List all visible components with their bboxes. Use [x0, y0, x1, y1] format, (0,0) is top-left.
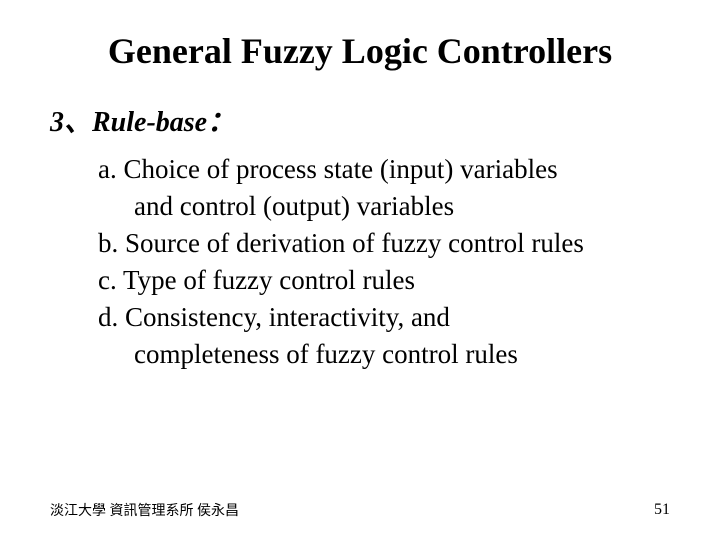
list-item-text: Source of derivation of fuzzy control ru… [125, 228, 584, 258]
slide-title: General Fuzzy Logic Controllers [40, 30, 680, 72]
list-item: b. Source of derivation of fuzzy control… [98, 226, 680, 261]
list-item-continuation: and control (output) variables [98, 189, 680, 224]
list-container: a. Choice of process state (input) varia… [98, 152, 680, 373]
list-item-text: Choice of process state (input) variable… [123, 154, 557, 184]
list-item: d. Consistency, interactivity, and [98, 300, 680, 335]
footer-author: 淡江大學 資訊管理系所 侯永昌 [50, 500, 239, 520]
page-number: 51 [654, 501, 670, 519]
list-item-text: Consistency, interactivity, and [125, 302, 450, 332]
list-item: a. Choice of process state (input) varia… [98, 152, 680, 187]
footer: 淡江大學 資訊管理系所 侯永昌 51 [50, 500, 670, 520]
list-item-continuation: completeness of fuzzy control rules [98, 337, 680, 372]
list-item-label: b. [98, 228, 118, 258]
list-item-label: d. [98, 302, 118, 332]
list-item-text: Type of fuzzy control rules [123, 265, 415, 295]
section-header: 3、Rule-base： [50, 100, 680, 140]
list-item-label: c. [98, 265, 117, 295]
list-item: c. Type of fuzzy control rules [98, 263, 680, 298]
list-item-label: a. [98, 154, 117, 184]
